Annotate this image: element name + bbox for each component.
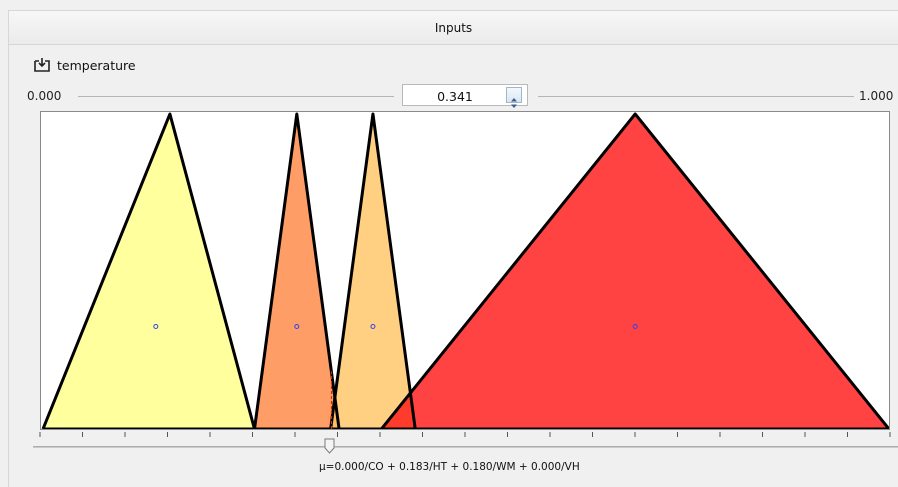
term-fill-ht (254, 114, 340, 429)
x-axis-ticks (39, 432, 891, 437)
value-slider-track[interactable] (33, 446, 898, 448)
term-fill-co (43, 114, 255, 429)
term-outline-vh (380, 112, 889, 429)
membership-function-plot (40, 111, 890, 430)
panel-header: Inputs (9, 11, 898, 45)
term-fill-wm (330, 114, 416, 429)
membership-plot-svg (41, 112, 889, 429)
variable-name: temperature (57, 57, 136, 73)
membership-degrees-text: μ=0.000/CO + 0.183/HT + 0.180/WM + 0.000… (319, 461, 580, 473)
centroid-marker-vh (632, 324, 638, 329)
value-spinbox[interactable]: 0.341 (402, 84, 528, 108)
term-outline-co (41, 112, 256, 429)
term-outline-ht (253, 112, 341, 429)
centroid-marker-co (153, 324, 159, 329)
centroid-marker-wm (370, 324, 376, 329)
centroid-marker-ht (294, 324, 300, 329)
range-min-label: 0.000 (27, 89, 62, 103)
term-fill-vh (381, 114, 889, 429)
range-max-label: 1.000 (859, 89, 894, 103)
value-slider-handle[interactable] (324, 438, 335, 454)
panel-title: Inputs (434, 21, 473, 35)
spinbox-arrows[interactable] (506, 87, 522, 108)
spin-down-icon[interactable] (507, 95, 521, 108)
range-divider-right (538, 96, 854, 97)
value-spinbox-text[interactable]: 0.341 (437, 89, 473, 104)
import-icon[interactable] (33, 57, 51, 73)
range-divider-left (78, 96, 394, 97)
term-outline-wm (329, 112, 417, 429)
spin-up-icon[interactable] (507, 88, 521, 102)
variable-header: temperature (33, 55, 136, 75)
